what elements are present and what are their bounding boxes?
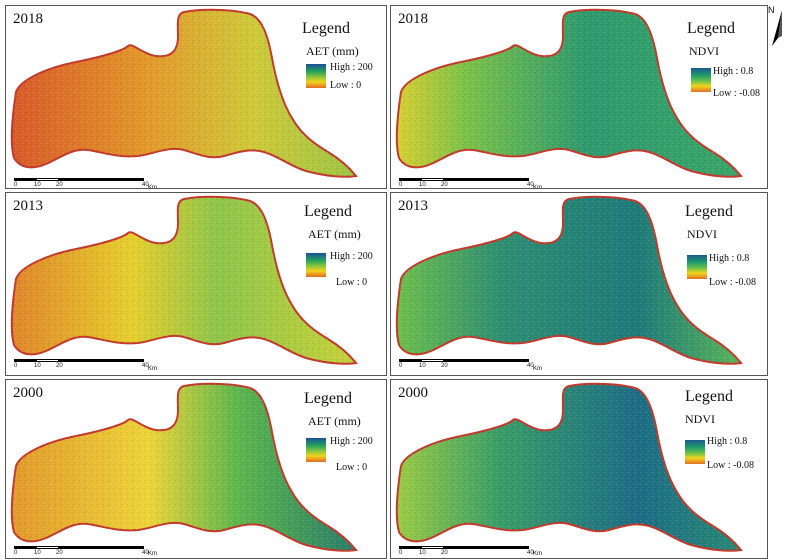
- legend-high: High : 0.8: [713, 66, 754, 77]
- north-label: N: [768, 5, 775, 15]
- scale-tick: 10: [34, 363, 41, 369]
- scale-bar: 0 10 20 40 Km: [399, 546, 559, 558]
- scale-tick: 0: [14, 182, 18, 188]
- legend-variable: AET (mm): [306, 44, 359, 58]
- legend-high: High : 0.8: [709, 253, 750, 264]
- scale-bar: 0 10 20 40 Km: [14, 546, 174, 558]
- legend-variable: NDVI: [689, 44, 719, 58]
- color-ramp: [687, 255, 707, 279]
- scale-tick: 0: [399, 182, 403, 188]
- map-panel-aet-2000: 2000 Legend AET (mm) High : 200 Low : 0 …: [5, 379, 387, 559]
- map-panel-ndvi-2000: 2000 Legend NDVI High : 0.8 Low : -0.08 …: [390, 379, 768, 559]
- legend-low: Low : -0.08: [707, 460, 754, 471]
- scale-tick: 40: [142, 550, 149, 556]
- scale-unit: Km: [533, 366, 542, 372]
- year-label: 2013: [13, 198, 43, 214]
- scale-tick: 40: [527, 363, 534, 369]
- scale-bar: 0 10 20 40 Km: [399, 178, 559, 189]
- color-ramp: [685, 440, 705, 464]
- legend-low: Low : 0: [330, 80, 362, 91]
- legend-high: High : 200: [330, 436, 373, 447]
- legend-low: Low : -0.08: [709, 277, 756, 288]
- legend-low: Low : 0: [336, 462, 368, 473]
- scale-unit: Km: [148, 551, 157, 557]
- scale-tick: 40: [527, 182, 534, 188]
- legend-title: Legend: [687, 20, 735, 37]
- scale-tick: 0: [399, 363, 403, 369]
- year-label: 2000: [13, 385, 43, 401]
- legend-title: Legend: [685, 203, 733, 220]
- legend-title: Legend: [304, 390, 352, 407]
- color-ramp: [306, 438, 326, 462]
- scale-tick: 40: [142, 363, 149, 369]
- scale-tick: 20: [441, 550, 448, 556]
- scale-tick: 10: [419, 550, 426, 556]
- map-panel-ndvi-2018: 2018 Legend NDVI High : 0.8 Low : -0.08 …: [390, 5, 768, 189]
- map-panel-ndvi-2013: 2013 Legend NDVI High : 0.8 Low : -0.08 …: [390, 192, 768, 376]
- scale-tick: 10: [419, 182, 426, 188]
- scale-tick: 10: [34, 550, 41, 556]
- scale-unit: Km: [533, 551, 542, 557]
- scale-tick: 20: [441, 182, 448, 188]
- legend-high: High : 200: [330, 251, 373, 262]
- legend-high: High : 0.8: [707, 436, 748, 447]
- year-label: 2018: [398, 11, 428, 27]
- scale-bar: 0 10 20 40 Km: [399, 359, 559, 372]
- scale-tick: 40: [142, 182, 149, 188]
- legend-variable: NDVI: [685, 412, 715, 426]
- year-label: 2018: [13, 11, 43, 27]
- scale-tick: 10: [419, 363, 426, 369]
- scale-tick: 20: [56, 182, 63, 188]
- map-panel-aet-2013: 2013 Legend AET (mm) High : 200 Low : 0 …: [5, 192, 387, 376]
- legend-title: Legend: [685, 388, 733, 405]
- year-label: 2000: [398, 385, 428, 401]
- legend-variable: NDVI: [687, 227, 717, 241]
- scale-tick: 20: [441, 363, 448, 369]
- color-ramp: [306, 253, 326, 277]
- legend-high: High : 200: [330, 62, 373, 73]
- scale-bar: 0 10 20 40 Km: [14, 178, 174, 189]
- legend-variable: AET (mm): [308, 414, 361, 428]
- legend-low: Low : -0.08: [713, 88, 760, 99]
- scale-unit: Km: [148, 185, 157, 189]
- scale-bar: 0 10 20 40 Km: [14, 359, 174, 372]
- north-arrow-icon: N: [768, 5, 784, 53]
- color-ramp: [306, 64, 326, 88]
- color-ramp: [691, 68, 711, 92]
- map-panel-aet-2018: 2018 Legend AET (mm) High : 200 Low : 0 …: [5, 5, 387, 189]
- legend-low: Low : 0: [336, 277, 368, 288]
- scale-tick: 40: [527, 550, 534, 556]
- legend-title: Legend: [302, 20, 350, 37]
- legend-title: Legend: [304, 203, 352, 220]
- scale-unit: Km: [148, 366, 157, 372]
- scale-tick: 0: [14, 363, 18, 369]
- year-label: 2013: [398, 198, 428, 214]
- scale-unit: Km: [533, 185, 542, 189]
- scale-tick: 20: [56, 550, 63, 556]
- scale-tick: 0: [14, 550, 18, 556]
- scale-tick: 20: [56, 363, 63, 369]
- scale-tick: 10: [34, 182, 41, 188]
- legend-variable: AET (mm): [308, 227, 361, 241]
- scale-tick: 0: [399, 550, 403, 556]
